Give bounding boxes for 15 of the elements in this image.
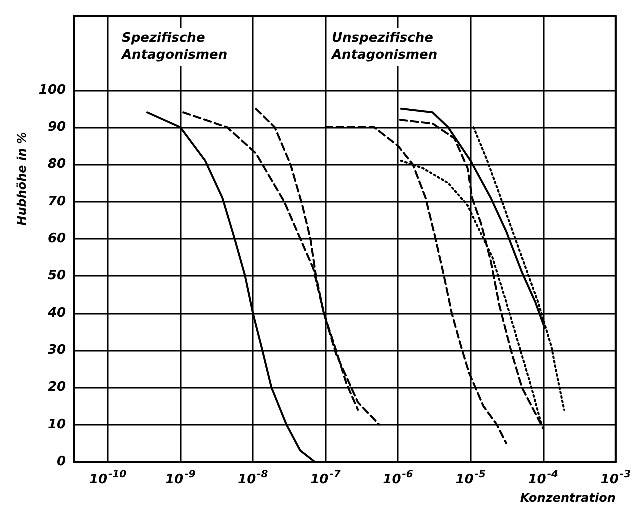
y-tick-label: 60 [48, 232, 66, 246]
y-tick-label: 50 [48, 268, 66, 284]
y-tick-label: 10 [48, 417, 66, 432]
y-tick-label: 100 [38, 82, 66, 98]
x-axis-title: Konzentration [520, 491, 616, 505]
y-tick-label: 40 [46, 306, 66, 321]
y-tick-label: 30 [48, 343, 66, 358]
y-tick-label: 90 [48, 120, 66, 135]
y-tick-label: 20 [48, 380, 66, 396]
y-tick-label: 0 [56, 454, 66, 470]
y-axis-title: Hubhöhe in % [15, 132, 29, 226]
annotation: Spezifische Antagonismen [121, 31, 228, 63]
annotation: Unspezifische Antagonismen [331, 31, 438, 63]
y-tick-label: 70 [48, 194, 66, 210]
y-tick-label: 80 [48, 157, 66, 172]
